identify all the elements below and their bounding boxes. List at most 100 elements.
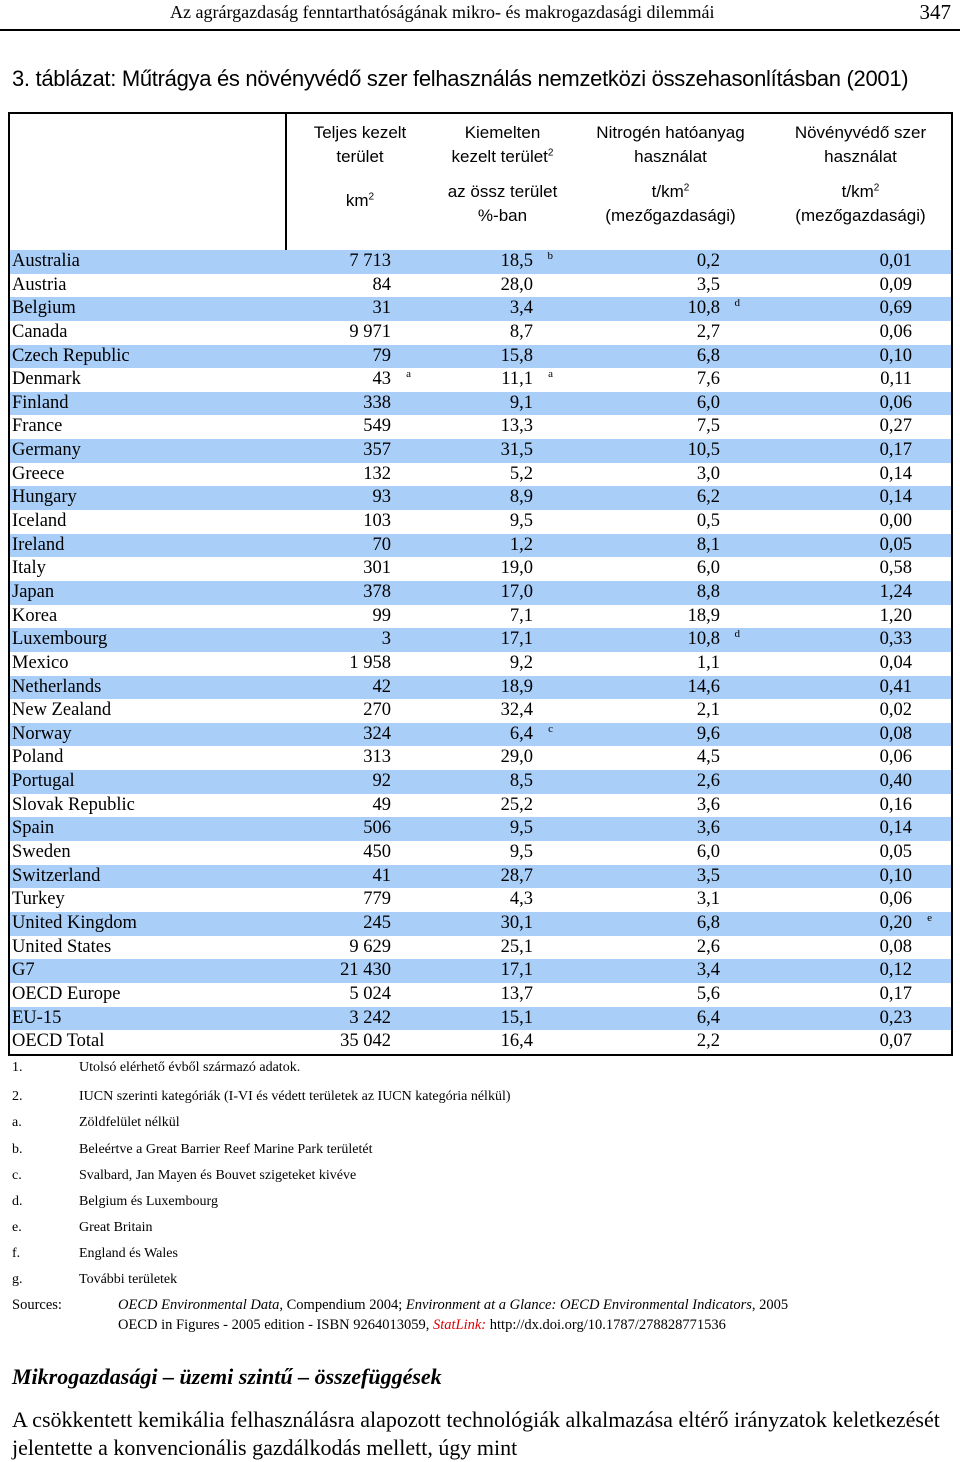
col-header-pct: Kiemelten kezelt terület2: [430, 121, 575, 169]
country-cell: Czech Republic: [12, 345, 130, 366]
page-header: Az agrárgazdaság fenntarthatóságának mik…: [0, 0, 960, 31]
pct-cell: 9,2: [509, 652, 533, 673]
pesticide-cell: 1,20: [879, 605, 912, 626]
table-row: Luxembourg 3 17,1 10,8 0,33 d: [10, 628, 951, 652]
country-cell: Austria: [12, 274, 67, 295]
col-header-line2: terület: [336, 147, 384, 166]
table-row: Mexico 1 958 9,2 1,1 0,04: [10, 652, 951, 676]
pesticide-cell: 0,04: [879, 652, 912, 673]
pct-cell: 8,9: [509, 487, 533, 508]
area-cell: 3: [381, 629, 391, 650]
page-number: 347: [919, 0, 952, 24]
area-cell: 35 042: [340, 1031, 391, 1052]
pesticide-cell: 0,00: [879, 511, 912, 532]
pesticide-cell: 0,12: [879, 960, 912, 981]
col-unit-sup: 2: [683, 182, 690, 194]
pesticide-cell: 0,10: [879, 345, 912, 366]
nitrogen-cell: 9,6: [696, 723, 720, 744]
country-cell: Canada: [12, 321, 68, 342]
header-divider: [285, 112, 287, 251]
area-cell: 103: [363, 511, 391, 532]
table-row: Denmark 43 11,1 7,6 0,11 a a: [10, 368, 951, 392]
pct-cell: 17,0: [500, 581, 533, 602]
area-cell: 313: [363, 747, 391, 768]
area-cell: 324: [363, 723, 391, 744]
country-cell: Netherlands: [12, 676, 102, 697]
pesticide-cell: 0,06: [879, 747, 912, 768]
footnote-key: e.: [12, 1220, 22, 1235]
nitrogen-cell: 10,5: [687, 440, 720, 461]
country-cell: OECD Total: [12, 1031, 105, 1052]
col-unit-area: km2: [290, 189, 430, 213]
country-cell: Luxembourg: [12, 629, 108, 650]
footnote-key: 2.: [12, 1089, 23, 1104]
area-cell: 378: [363, 581, 391, 602]
nitrogen-cell: 2,6: [696, 771, 720, 792]
table-row: Ireland 70 1,2 8,1 0,05: [10, 533, 951, 558]
source-url[interactable]: http://dx.doi.org/10.1787/278828771536: [486, 1317, 726, 1333]
nitrogen-cell: 2,6: [696, 936, 720, 957]
area-cell: 132: [363, 463, 391, 484]
sources-label: Sources:: [12, 1297, 62, 1313]
col-unit: t/km: [651, 182, 684, 201]
table-row: G7 21 430 17,1 3,4 0,12: [10, 959, 951, 983]
footnote-key: b.: [12, 1142, 23, 1157]
area-cell: 3 242: [349, 1007, 391, 1028]
nitrogen-cell: 3,0: [696, 463, 720, 484]
nitrogen-cell: 10,8: [687, 629, 720, 650]
sources-line-1: OECD Environmental Data, Compendium 2004…: [118, 1297, 788, 1314]
pct-cell: 15,1: [500, 1007, 533, 1028]
footnote-key: c.: [12, 1168, 22, 1183]
footnote-key: 1.: [12, 1060, 23, 1075]
footnote-text: Belgium és Luxembourg: [79, 1194, 218, 1209]
nitrogen-cell: 8,8: [696, 581, 720, 602]
nitrogen-cell: 3,4: [696, 960, 720, 981]
area-cell: 9 971: [349, 321, 391, 342]
nitrogen-cell: 0,2: [696, 251, 720, 271]
pct-cell: 7,1: [509, 605, 533, 626]
nitrogen-cell: 10,8: [687, 298, 720, 319]
nitrogen-cell: 2,1: [696, 700, 720, 721]
table-row: Hungary 93 8,9 6,2 0,14: [10, 486, 951, 511]
table-row: United Kingdom 245 30,1 6,8 0,20 e: [10, 911, 951, 936]
country-cell: France: [12, 416, 63, 437]
col-unit-pct: az össz terület %-ban: [430, 180, 575, 228]
source-title: OECD Environmental Data: [118, 1297, 280, 1313]
pct-cell: 31,5: [500, 440, 533, 461]
pct-cell: 9,1: [509, 392, 533, 413]
col-header-line1: Növényvédő szer: [794, 123, 927, 142]
area-cell: 49: [372, 794, 392, 815]
pesticide-cell: 0,58: [879, 558, 912, 579]
pct-cell: 13,7: [500, 983, 533, 1004]
country-cell: Denmark: [12, 369, 81, 390]
nitrogen-cell: 3,5: [696, 274, 720, 295]
footnote-text: Beleértve a Great Barrier Reef Marine Pa…: [79, 1142, 373, 1157]
country-cell: Poland: [12, 747, 64, 768]
pesticide-cell: 0,05: [879, 534, 912, 555]
area-cell: 549: [363, 416, 391, 437]
table-row: Switzerland 41 28,7 3,5 0,10: [10, 864, 951, 889]
pct-cell: 28,0: [500, 274, 533, 295]
pesticide-cell: 0,17: [879, 440, 912, 461]
col-unit-line2: %-ban: [477, 206, 528, 225]
pct-cell: 4,3: [509, 889, 533, 910]
country-cell: Spain: [12, 818, 55, 839]
pct-cell: 25,2: [500, 794, 533, 815]
table-row: Poland 313 29,0 4,5 0,06: [10, 746, 951, 770]
country-cell: Mexico: [12, 652, 69, 673]
footnote-text: Great Britain: [79, 1220, 153, 1235]
pct-cell: 30,1: [500, 912, 533, 933]
col-header-line1: Teljes kezelt: [313, 123, 407, 142]
country-cell: New Zealand: [12, 700, 112, 721]
table-row: Belgium 31 3,4 10,8 0,69 d: [10, 297, 951, 321]
pct-cell: 9,5: [509, 511, 533, 532]
footnote-text: England és Wales: [79, 1246, 178, 1261]
pesticide-cell: 0,01: [879, 251, 912, 271]
pesticide-cell: 0,27: [879, 416, 912, 437]
pesticide-cell: 0,05: [879, 842, 912, 863]
col-unit-pesticide: t/km2 (mezőgazdasági): [768, 180, 953, 228]
statlink-label[interactable]: StatLink:: [432, 1317, 487, 1333]
area-cell: 70: [372, 534, 392, 555]
country-cell: Portugal: [12, 771, 75, 792]
area-cell: 270: [363, 700, 391, 721]
